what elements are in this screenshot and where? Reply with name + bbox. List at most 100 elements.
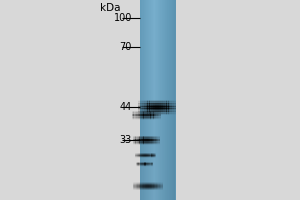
Bar bbox=[138, 119, 139, 120]
Bar bbox=[141, 0, 142, 200]
Bar bbox=[132, 115, 134, 116]
Bar bbox=[148, 154, 149, 155]
Bar bbox=[150, 136, 152, 137]
Bar bbox=[142, 103, 144, 104]
Bar bbox=[145, 189, 146, 190]
Bar bbox=[155, 116, 156, 117]
Bar bbox=[142, 164, 143, 165]
Bar bbox=[136, 155, 137, 156]
Bar bbox=[134, 142, 136, 143]
Bar bbox=[144, 103, 146, 104]
Bar bbox=[139, 155, 140, 156]
Bar bbox=[149, 155, 151, 156]
Bar bbox=[149, 153, 151, 154]
Bar bbox=[142, 111, 144, 112]
Bar bbox=[146, 154, 147, 155]
Bar bbox=[144, 155, 146, 156]
Bar bbox=[134, 111, 135, 112]
Bar bbox=[149, 0, 150, 200]
Bar bbox=[140, 139, 141, 140]
Bar bbox=[138, 115, 139, 116]
Bar bbox=[136, 114, 138, 115]
Bar bbox=[157, 111, 159, 112]
Bar bbox=[151, 116, 152, 117]
Bar bbox=[151, 101, 153, 102]
Bar bbox=[148, 115, 149, 116]
Bar bbox=[138, 165, 140, 166]
Bar bbox=[146, 183, 148, 184]
Bar bbox=[143, 143, 145, 144]
Bar bbox=[152, 186, 154, 187]
Bar bbox=[145, 0, 146, 200]
Bar bbox=[146, 153, 147, 154]
Bar bbox=[144, 162, 145, 163]
Bar bbox=[133, 139, 134, 140]
Bar bbox=[139, 110, 141, 111]
Bar bbox=[149, 138, 150, 139]
Bar bbox=[149, 140, 150, 141]
Bar bbox=[134, 116, 135, 117]
Bar bbox=[148, 111, 150, 112]
Bar bbox=[136, 110, 138, 111]
Bar bbox=[140, 114, 142, 115]
Bar bbox=[148, 189, 149, 190]
Bar bbox=[146, 118, 148, 119]
Bar bbox=[148, 102, 150, 103]
Bar bbox=[146, 140, 148, 141]
Bar bbox=[152, 188, 154, 189]
Bar bbox=[148, 152, 149, 153]
Bar bbox=[142, 165, 143, 166]
Bar bbox=[153, 101, 155, 102]
Bar bbox=[151, 152, 152, 153]
Bar bbox=[154, 185, 155, 186]
Bar bbox=[140, 90, 175, 100]
Bar bbox=[149, 112, 152, 113]
Bar bbox=[142, 155, 143, 156]
Bar bbox=[153, 141, 154, 142]
Bar bbox=[144, 153, 146, 154]
Bar bbox=[140, 112, 142, 113]
Bar bbox=[157, 110, 159, 111]
Bar bbox=[145, 112, 146, 113]
Bar bbox=[161, 101, 163, 102]
Bar bbox=[153, 116, 155, 117]
Bar bbox=[141, 163, 142, 164]
Bar bbox=[153, 115, 155, 116]
Bar bbox=[142, 119, 144, 120]
Bar bbox=[138, 105, 140, 106]
Bar bbox=[158, 137, 160, 138]
Bar bbox=[163, 104, 165, 105]
Bar bbox=[140, 118, 142, 119]
Bar bbox=[132, 116, 134, 117]
Bar bbox=[133, 140, 134, 141]
Bar bbox=[144, 156, 146, 157]
Bar bbox=[139, 154, 140, 155]
Bar bbox=[152, 185, 154, 186]
Bar bbox=[147, 162, 148, 163]
Bar bbox=[136, 111, 138, 112]
Bar bbox=[135, 118, 137, 119]
Bar bbox=[142, 109, 144, 110]
Bar bbox=[149, 105, 152, 106]
Bar bbox=[143, 162, 144, 163]
Bar bbox=[139, 187, 140, 188]
Bar bbox=[155, 112, 156, 113]
Bar bbox=[142, 156, 143, 157]
Bar bbox=[147, 154, 148, 155]
Bar bbox=[155, 114, 157, 115]
Bar bbox=[157, 114, 159, 115]
Bar bbox=[135, 155, 136, 156]
Bar bbox=[152, 184, 154, 185]
Bar bbox=[139, 164, 140, 165]
Bar bbox=[150, 136, 152, 137]
Bar bbox=[148, 103, 150, 104]
Bar bbox=[159, 119, 161, 120]
Bar bbox=[141, 156, 142, 157]
Bar bbox=[148, 112, 150, 113]
Bar bbox=[140, 117, 142, 118]
Bar bbox=[154, 157, 156, 158]
Bar bbox=[139, 152, 140, 153]
Bar bbox=[134, 137, 136, 138]
Bar bbox=[143, 111, 145, 112]
Bar bbox=[148, 187, 149, 188]
